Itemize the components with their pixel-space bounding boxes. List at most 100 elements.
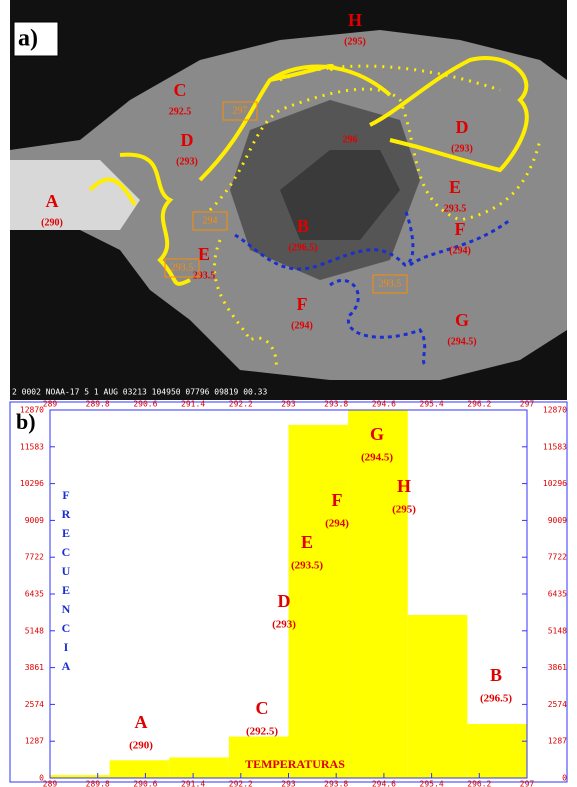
box-value: 293.5 (379, 278, 402, 289)
chart-title: b) (16, 409, 36, 434)
y-tick-label: 9009 (548, 516, 567, 525)
x-tick-label: 289 (43, 780, 58, 787)
region-temp: 292.5 (169, 106, 192, 117)
x-tick-label: 291.4 (181, 400, 205, 409)
x-tick-label: 292.2 (229, 400, 253, 409)
satellite-image: a) 2 0002 NOAA-17 5 1 AUG 03213 104950 0… (10, 0, 567, 400)
panel-label-box (13, 21, 59, 57)
x-tick-label: 290.6 (133, 780, 157, 787)
region-letter: F (297, 294, 308, 314)
y-axis-letter: N (62, 602, 71, 616)
box-value: 297 (233, 105, 248, 116)
mark-value: 296 (343, 134, 358, 145)
y-axis-letter: F (62, 488, 69, 502)
annotation-letter: D (278, 591, 291, 611)
x-tick-label: 296.2 (467, 400, 491, 409)
yellow-dotted (208, 64, 542, 371)
histogram-bar (228, 736, 289, 778)
annotation-letter: C (256, 698, 269, 718)
annotation-temp: (294) (325, 518, 349, 530)
x-tick-label: 293.8 (324, 780, 348, 787)
y-axis-letter: I (64, 640, 69, 654)
y-tick-label: 0 (39, 774, 44, 783)
bright-area (10, 160, 140, 230)
annotation-temp: (295) (392, 504, 416, 516)
y-axis-letter: C (62, 545, 71, 559)
y-tick-label: 10296 (543, 479, 567, 488)
annotation-temp: (296.5) (480, 693, 512, 705)
y-axis-letter: E (62, 583, 70, 597)
region-temp: (294) (449, 245, 471, 256)
region-letter: H (348, 10, 362, 30)
x-tick-label: 293 (281, 400, 296, 409)
histogram-bar (467, 723, 527, 778)
value-box (192, 211, 228, 231)
annotation-temp: (293) (272, 619, 296, 631)
y-tick-label: 5148 (25, 626, 44, 635)
y-tick-label: 10296 (20, 479, 44, 488)
x-tick-label: 289.8 (86, 400, 110, 409)
y-tick-label: 2574 (548, 700, 567, 709)
y-tick-label: 11583 (20, 442, 44, 451)
y-tick-label: 3861 (548, 663, 567, 672)
region-letter: G (455, 310, 469, 330)
region-temp: (290) (41, 217, 63, 228)
x-tick-label: 297 (520, 780, 535, 787)
y-tick-label: 2574 (25, 700, 44, 709)
y-tick-label: 7722 (25, 553, 44, 562)
histogram-bar (109, 760, 170, 778)
panel-label: a) (18, 26, 38, 52)
histogram-bar (348, 410, 408, 778)
y-tick-label: 6435 (548, 590, 567, 599)
annotation-letter: G (370, 424, 384, 444)
region-letter: E (198, 244, 210, 264)
x-tick-label: 296.2 (467, 780, 491, 787)
annotation-letter: B (490, 665, 502, 685)
x-axis-label: TEMPERATURAS (245, 757, 345, 771)
x-tick-label: 293 (281, 780, 296, 787)
y-axis-letter: C (62, 621, 71, 635)
box-value: 293.5 (171, 262, 194, 273)
region-temp: (293) (451, 143, 473, 154)
yellow-fronts (88, 56, 529, 286)
region-letter: A (46, 191, 59, 211)
y-axis-letter: E (62, 526, 70, 540)
value-box (222, 101, 258, 121)
y-tick-label: 12870 (20, 406, 44, 415)
x-tick-label: 292.2 (229, 780, 253, 787)
region-temp: (296.5) (288, 242, 317, 253)
region-temp: (293) (176, 156, 198, 167)
x-tick-label: 294.6 (372, 400, 396, 409)
y-tick-label: 6435 (25, 590, 44, 599)
region-letter: C (174, 80, 187, 100)
x-tick-label: 294.6 (372, 780, 396, 787)
region-letter: F (455, 219, 466, 239)
histogram-bar (407, 615, 468, 778)
annotation-temp: (294.5) (361, 452, 393, 464)
x-tick-label: 289 (43, 400, 58, 409)
x-tick-label: 289.8 (86, 780, 110, 787)
x-tick-label: 293.8 (324, 400, 348, 409)
histogram-bar (169, 757, 229, 778)
annotation-temp: (292.5) (246, 726, 278, 738)
x-tick-label: 295.4 (420, 780, 444, 787)
y-tick-label: 1287 (25, 737, 44, 746)
annotation-letter: F (332, 490, 343, 510)
region-letter: B (297, 216, 309, 236)
annotation-temp: (293.5) (291, 560, 323, 572)
y-tick-label: 1287 (548, 737, 567, 746)
x-tick-label: 295.4 (420, 400, 444, 409)
region-temp: 293.5 (193, 270, 216, 281)
y-axis-letter: R (62, 507, 71, 521)
x-tick-label: 290.6 (133, 400, 157, 409)
annotation-letter: A (135, 712, 148, 732)
region-temp: (294.5) (447, 336, 476, 347)
x-tick-label: 297 (520, 400, 535, 409)
region-temp: (294) (291, 320, 313, 331)
histogram-bar (50, 775, 110, 778)
region-temp: 293.5 (444, 203, 467, 214)
histogram-bar (288, 424, 349, 778)
value-box (164, 258, 200, 278)
region-letter: E (449, 177, 461, 197)
